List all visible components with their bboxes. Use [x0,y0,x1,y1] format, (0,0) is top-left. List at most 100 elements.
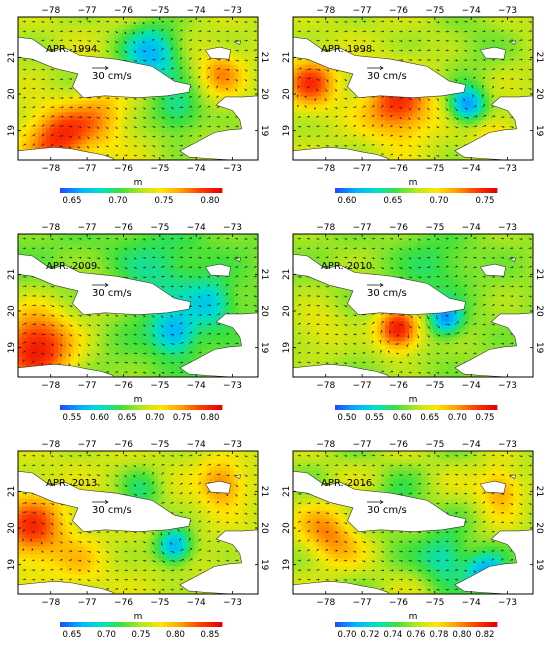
land-jam [293,146,390,160]
lon-tick-top: −77 [78,223,97,233]
panel-apr-2010: −78 −78 −77 −77 −76 −76 −75 −75 −74 −74 −73 −73 21 21… [275,217,550,434]
lon-tick-bottom: −76 [114,381,133,391]
lon-tick-top: −76 [389,223,408,233]
land-masses [18,451,258,594]
lon-tick-top: −77 [353,6,372,16]
land-inagua [204,263,232,277]
lon-tick-top: −75 [425,223,444,233]
lat-tick-left: 19 [282,559,292,571]
scale-label: 30 cm/s [367,505,407,516]
lat-tick-right: 21 [259,52,269,63]
lon-tick-top: −74 [187,440,206,450]
land-jam [18,580,115,594]
lat-tick-left: 21 [282,486,292,497]
land-hisp [179,95,258,160]
colorbar [335,405,498,410]
lat-tick-left: 20 [7,305,17,317]
lat-tick-left: 21 [7,52,17,63]
lon-tick-top: −77 [353,440,372,450]
lon-tick-top: −78 [41,223,60,233]
map-apr-2009: −78 −78 −77 −77 −76 −76 −75 −75 −74 −74 −73 −73 21 21… [7,223,269,423]
lat-tick-right: 21 [534,52,544,63]
colorbar-unit: m [134,612,143,622]
land-masses [293,17,533,160]
lat-tick-right: 19 [259,559,269,571]
colorbar-tick: 0.80 [166,630,185,640]
lon-tick-bottom: −73 [223,598,242,608]
lon-tick-bottom: −75 [150,598,169,608]
land-inagua [479,263,507,277]
scale-label: 30 cm/s [92,71,132,82]
lon-tick-bottom: −78 [41,164,60,174]
colorbar-tick: 0.70 [448,413,467,423]
colorbar-tick: 0.65 [420,413,439,423]
panel-apr-2009: −78 −78 −77 −77 −76 −76 −75 −75 −74 −74 −73 −73 21 21… [0,217,275,434]
lon-tick-top: −73 [223,223,242,233]
scale-label: 30 cm/s [367,71,407,82]
colorbar-tick: 0.65 [118,413,137,423]
lat-tick-right: 20 [534,522,544,534]
lon-tick-bottom: −78 [316,164,335,174]
scale-arrow [367,499,384,505]
map-apr-2016: −78 −78 −77 −77 −76 −76 −75 −75 −74 −74 −73 −73 21 21… [282,440,544,640]
scale-arrow [92,282,109,288]
colorbar-unit: m [409,178,418,188]
panel-apr-1998: −78 −78 −77 −77 −76 −76 −75 −75 −74 −74 −73 −73 21 21… [275,0,550,217]
lon-tick-top: −73 [223,6,242,16]
land-little [508,257,516,262]
lon-tick-top: −75 [150,6,169,16]
colorbar-unit: m [409,612,418,622]
panel-title: APR. 1994 [46,44,97,55]
land-jam [293,363,390,377]
scale-label: 30 cm/s [92,505,132,516]
lon-tick-top: −74 [462,440,481,450]
lat-tick-right: 19 [259,125,269,137]
colorbar-tick: 0.80 [453,630,472,640]
lon-tick-bottom: −73 [223,164,242,174]
colorbar [60,622,223,627]
lon-tick-bottom: −75 [425,381,444,391]
lon-tick-bottom: −77 [353,164,372,174]
colorbar-tick: 0.70 [145,413,164,423]
land-hisp [454,95,533,160]
lon-tick-bottom: −73 [498,598,517,608]
lat-tick-left: 19 [7,125,17,137]
lon-tick-top: −73 [223,440,242,450]
land-cuba [18,470,192,533]
lon-tick-top: −76 [389,6,408,16]
lat-tick-left: 19 [7,559,17,571]
lon-tick-top: −77 [353,223,372,233]
land-cuba [293,470,467,533]
colorbar-tick: 0.75 [132,630,151,640]
colorbar-tick: 0.78 [430,630,449,640]
scale-arrow [367,282,384,288]
land-inagua [479,480,507,494]
land-hisp [454,529,533,594]
lat-tick-left: 20 [282,88,292,100]
lat-tick-left: 19 [7,342,17,354]
lon-tick-bottom: −76 [114,598,133,608]
lon-tick-bottom: −77 [78,164,97,174]
lon-tick-top: −73 [498,223,517,233]
lat-tick-right: 20 [534,88,544,100]
colorbar [335,188,498,193]
panel-title: APR. 2009 [46,261,97,272]
lon-tick-top: −77 [78,440,97,450]
land-little [233,40,241,45]
lon-tick-bottom: −73 [498,381,517,391]
lon-tick-bottom: −75 [150,381,169,391]
colorbar-tick: 0.80 [201,196,220,206]
land-little [508,40,516,45]
lon-tick-top: −77 [78,6,97,16]
lon-tick-bottom: −76 [389,164,408,174]
scale-arrow [92,65,109,71]
land-masses [18,234,258,377]
colorbar-tick: 0.80 [201,413,220,423]
colorbar-tick: 0.70 [109,196,128,206]
colorbar-tick: 0.75 [173,413,192,423]
lon-tick-bottom: −78 [316,598,335,608]
lon-tick-bottom: −74 [187,381,206,391]
land-masses [18,17,258,160]
lat-tick-right: 21 [259,486,269,497]
panel-apr-2016: −78 −78 −77 −77 −76 −76 −75 −75 −74 −74 −73 −73 21 21… [275,434,550,651]
